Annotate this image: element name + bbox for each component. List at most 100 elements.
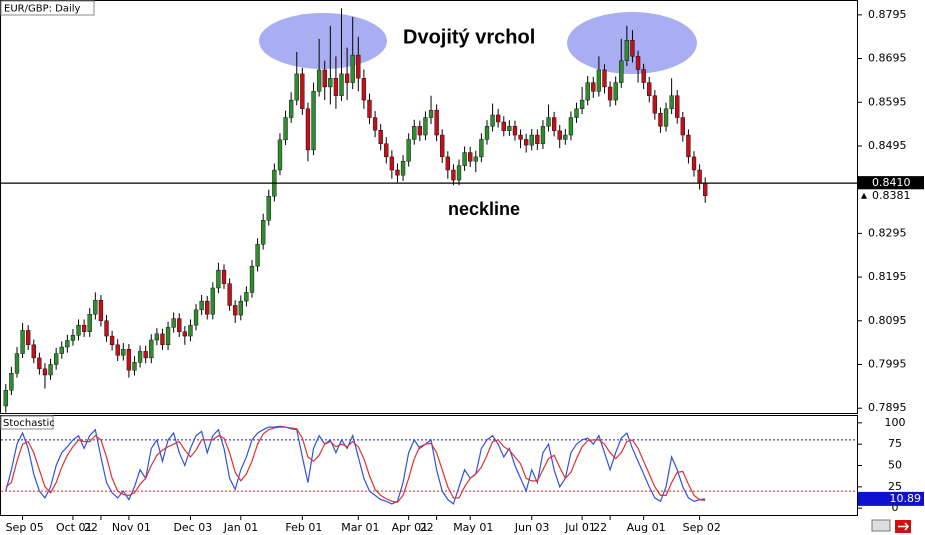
candle-body xyxy=(423,117,428,136)
x-tick-label: Oct 01 xyxy=(56,521,93,534)
candle-body xyxy=(417,126,423,136)
x-tick-label: Jul 01 xyxy=(564,521,596,534)
candle-body xyxy=(529,134,534,146)
y-tick-label: 0.8595 xyxy=(868,95,907,108)
candle-body xyxy=(339,73,344,96)
y2-tick-label: 50 xyxy=(888,459,902,472)
candle-body xyxy=(675,95,680,118)
y-tick-label: 0.8295 xyxy=(868,226,907,239)
stochastic-line xyxy=(5,426,706,503)
candle-body xyxy=(406,139,411,162)
candle-body xyxy=(607,86,613,101)
candle-body xyxy=(316,69,322,92)
candle-body xyxy=(288,99,294,118)
candle-body xyxy=(484,126,490,140)
candle-body xyxy=(624,40,630,61)
y-tick-label: 0.7995 xyxy=(868,357,907,370)
candle-body xyxy=(479,139,484,158)
candle-body xyxy=(132,362,137,371)
candle-body xyxy=(361,78,367,101)
last-price-marker xyxy=(861,192,867,199)
candle-body xyxy=(109,335,115,346)
candle-body xyxy=(70,335,76,341)
candle-body xyxy=(585,82,590,101)
candle-body xyxy=(165,327,171,346)
candle-body xyxy=(400,161,406,176)
candle-body xyxy=(579,99,585,110)
x-tick-label: Jun 03 xyxy=(514,521,550,534)
candle-body xyxy=(686,134,691,158)
candle-body xyxy=(703,182,708,196)
candle-body xyxy=(641,69,646,83)
candle-body xyxy=(658,112,663,127)
chart-title: EUR/GBP: Daily xyxy=(4,4,81,15)
candle-body xyxy=(98,300,104,321)
candle-body xyxy=(238,300,243,316)
candle-body xyxy=(37,357,42,370)
x-tick-label: Jan 01 xyxy=(223,521,258,534)
indicator-title: Stochastic xyxy=(3,418,55,429)
shift-arrow xyxy=(898,522,909,531)
candle-body xyxy=(356,54,361,79)
x-tick-label: May 01 xyxy=(453,521,493,534)
candle-body xyxy=(691,156,697,171)
candle-body xyxy=(227,283,232,306)
candle-body xyxy=(546,117,551,127)
price-layer xyxy=(3,8,708,413)
title-box xyxy=(0,0,95,16)
candle-body xyxy=(65,340,70,348)
candle-body xyxy=(283,117,288,141)
candle-body xyxy=(305,108,311,151)
candle-body xyxy=(663,108,669,127)
candle-body xyxy=(428,109,434,118)
candle-body xyxy=(143,351,148,359)
candle-body xyxy=(680,117,685,136)
candle-body xyxy=(372,117,378,131)
candle-body xyxy=(468,152,473,162)
candle-body xyxy=(395,169,400,176)
candle-body xyxy=(14,353,20,374)
candle-body xyxy=(233,305,238,316)
last-price-box xyxy=(858,189,924,203)
candle-body xyxy=(563,134,568,140)
y-tick-label: 0.8095 xyxy=(868,314,907,327)
indicator-title-box xyxy=(0,415,54,430)
candle-body xyxy=(635,56,641,70)
x-tick-label: Sep 05 xyxy=(6,521,44,534)
x-tick-label: Dec 03 xyxy=(173,521,212,534)
candle-body xyxy=(613,82,618,101)
candle-body xyxy=(149,339,154,359)
x-tick-label: 22 xyxy=(420,521,434,534)
candle-body xyxy=(412,126,417,140)
stochastic-line xyxy=(5,425,706,505)
neckline-label-box xyxy=(858,176,924,191)
x-tick-label: Sep 02 xyxy=(683,521,721,534)
candle-body xyxy=(501,121,506,131)
candle-body xyxy=(137,351,143,363)
candle-body xyxy=(551,117,557,131)
candle-body xyxy=(333,78,339,96)
candle-body xyxy=(378,130,383,144)
y-tick-label: 0.8195 xyxy=(868,270,907,283)
candle-body xyxy=(48,364,53,376)
candle-body xyxy=(210,287,215,315)
candle-body xyxy=(188,324,193,337)
candle-body xyxy=(496,114,501,123)
scroll-icon[interactable] xyxy=(871,519,891,532)
y-tick-label: 0.7895 xyxy=(868,401,907,414)
candle-body xyxy=(81,324,87,332)
candle-body xyxy=(277,139,283,171)
x-tick-label: Aug 01 xyxy=(627,521,666,534)
y-tick-label: 0.8795 xyxy=(868,8,907,21)
candle-body xyxy=(42,368,48,376)
x-tick-label: Feb 01 xyxy=(285,521,322,534)
candle-body xyxy=(322,69,327,88)
y2-tick-label: 25 xyxy=(888,480,902,493)
candle-body xyxy=(647,82,652,96)
candle-body xyxy=(244,292,249,302)
candle-body xyxy=(535,134,540,144)
x-tick-label: 22 xyxy=(84,521,98,534)
